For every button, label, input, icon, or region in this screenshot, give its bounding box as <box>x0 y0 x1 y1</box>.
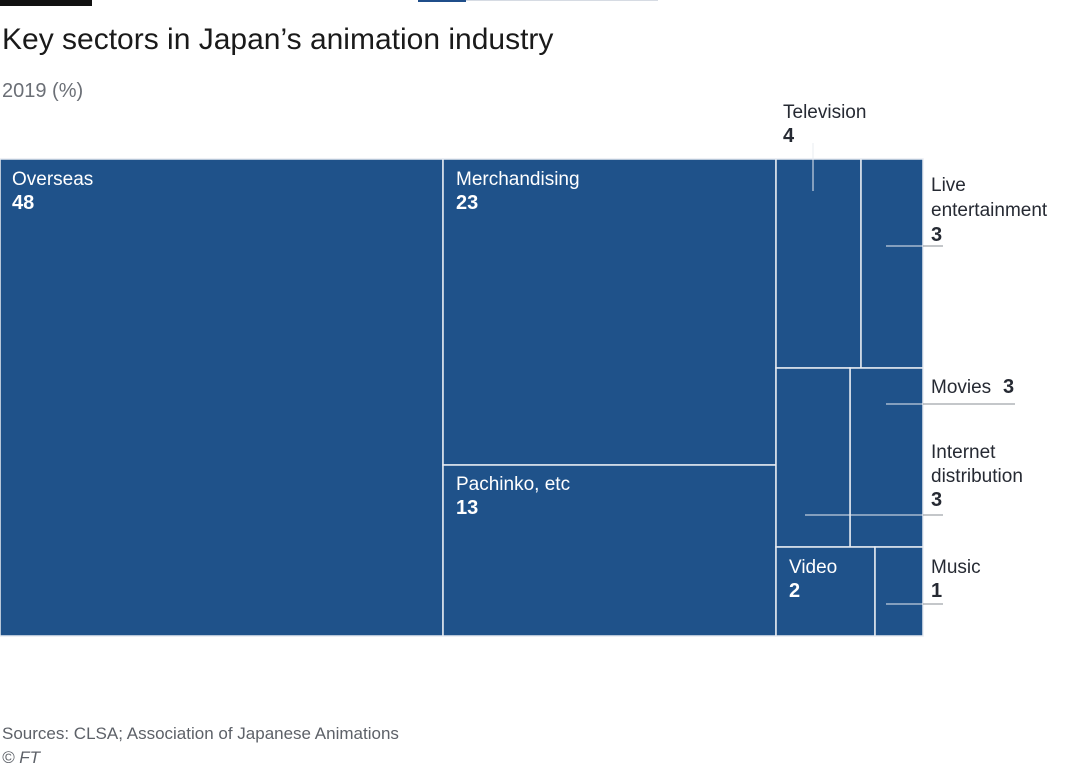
top-light-strip <box>466 0 658 1</box>
outside-label-internet-distribution-line-2: distribution <box>931 466 1023 487</box>
tile-value-video: 2 <box>789 580 800 602</box>
outside-label-live-entertainment-line-2: entertainment <box>931 200 1048 221</box>
chart-title: Key sectors in Japan’s animation industr… <box>2 23 554 56</box>
outside-label-television: Television <box>783 102 866 123</box>
outside-label-music: Music <box>931 557 981 578</box>
outside-value-television: 4 <box>783 125 795 147</box>
tile-label-pachinko-etc: Pachinko, etc <box>456 474 570 495</box>
tile-label-overseas: Overseas <box>12 169 93 190</box>
tile-merchandising <box>442 158 777 466</box>
outside-label-live-entertainment-line-1: Live <box>931 175 966 196</box>
outside-label-internet-distribution-line-1: Internet <box>931 442 996 463</box>
tile-value-pachinko-etc: 13 <box>456 497 478 519</box>
tile-live-entertainment <box>860 158 924 369</box>
outside-value-live-entertainment: 3 <box>931 224 942 246</box>
tile-internet-distribution <box>775 367 851 548</box>
tile-value-merchandising: 23 <box>456 192 478 214</box>
tile-television <box>775 158 862 369</box>
outside-value-internet-distribution: 3 <box>931 489 942 511</box>
tile-label-merchandising: Merchandising <box>456 169 580 190</box>
tile-pachinko-etc <box>442 464 777 637</box>
tile-label-video: Video <box>789 557 837 578</box>
source-note: Sources: CLSA; Association of Japanese A… <box>2 724 399 743</box>
copyright-note: © FT <box>2 748 41 767</box>
outside-value-music: 1 <box>931 580 942 602</box>
outside-label-movies: Movies <box>931 377 991 398</box>
chart-subtitle: 2019 (%) <box>2 80 84 102</box>
tile-overseas <box>0 158 444 637</box>
top-accent-strip <box>418 0 466 2</box>
tile-value-overseas: 48 <box>12 192 34 214</box>
tile-movies <box>849 367 924 548</box>
tile-music <box>874 546 924 637</box>
outside-value-movies: 3 <box>1003 376 1014 398</box>
top-rule <box>0 0 92 6</box>
